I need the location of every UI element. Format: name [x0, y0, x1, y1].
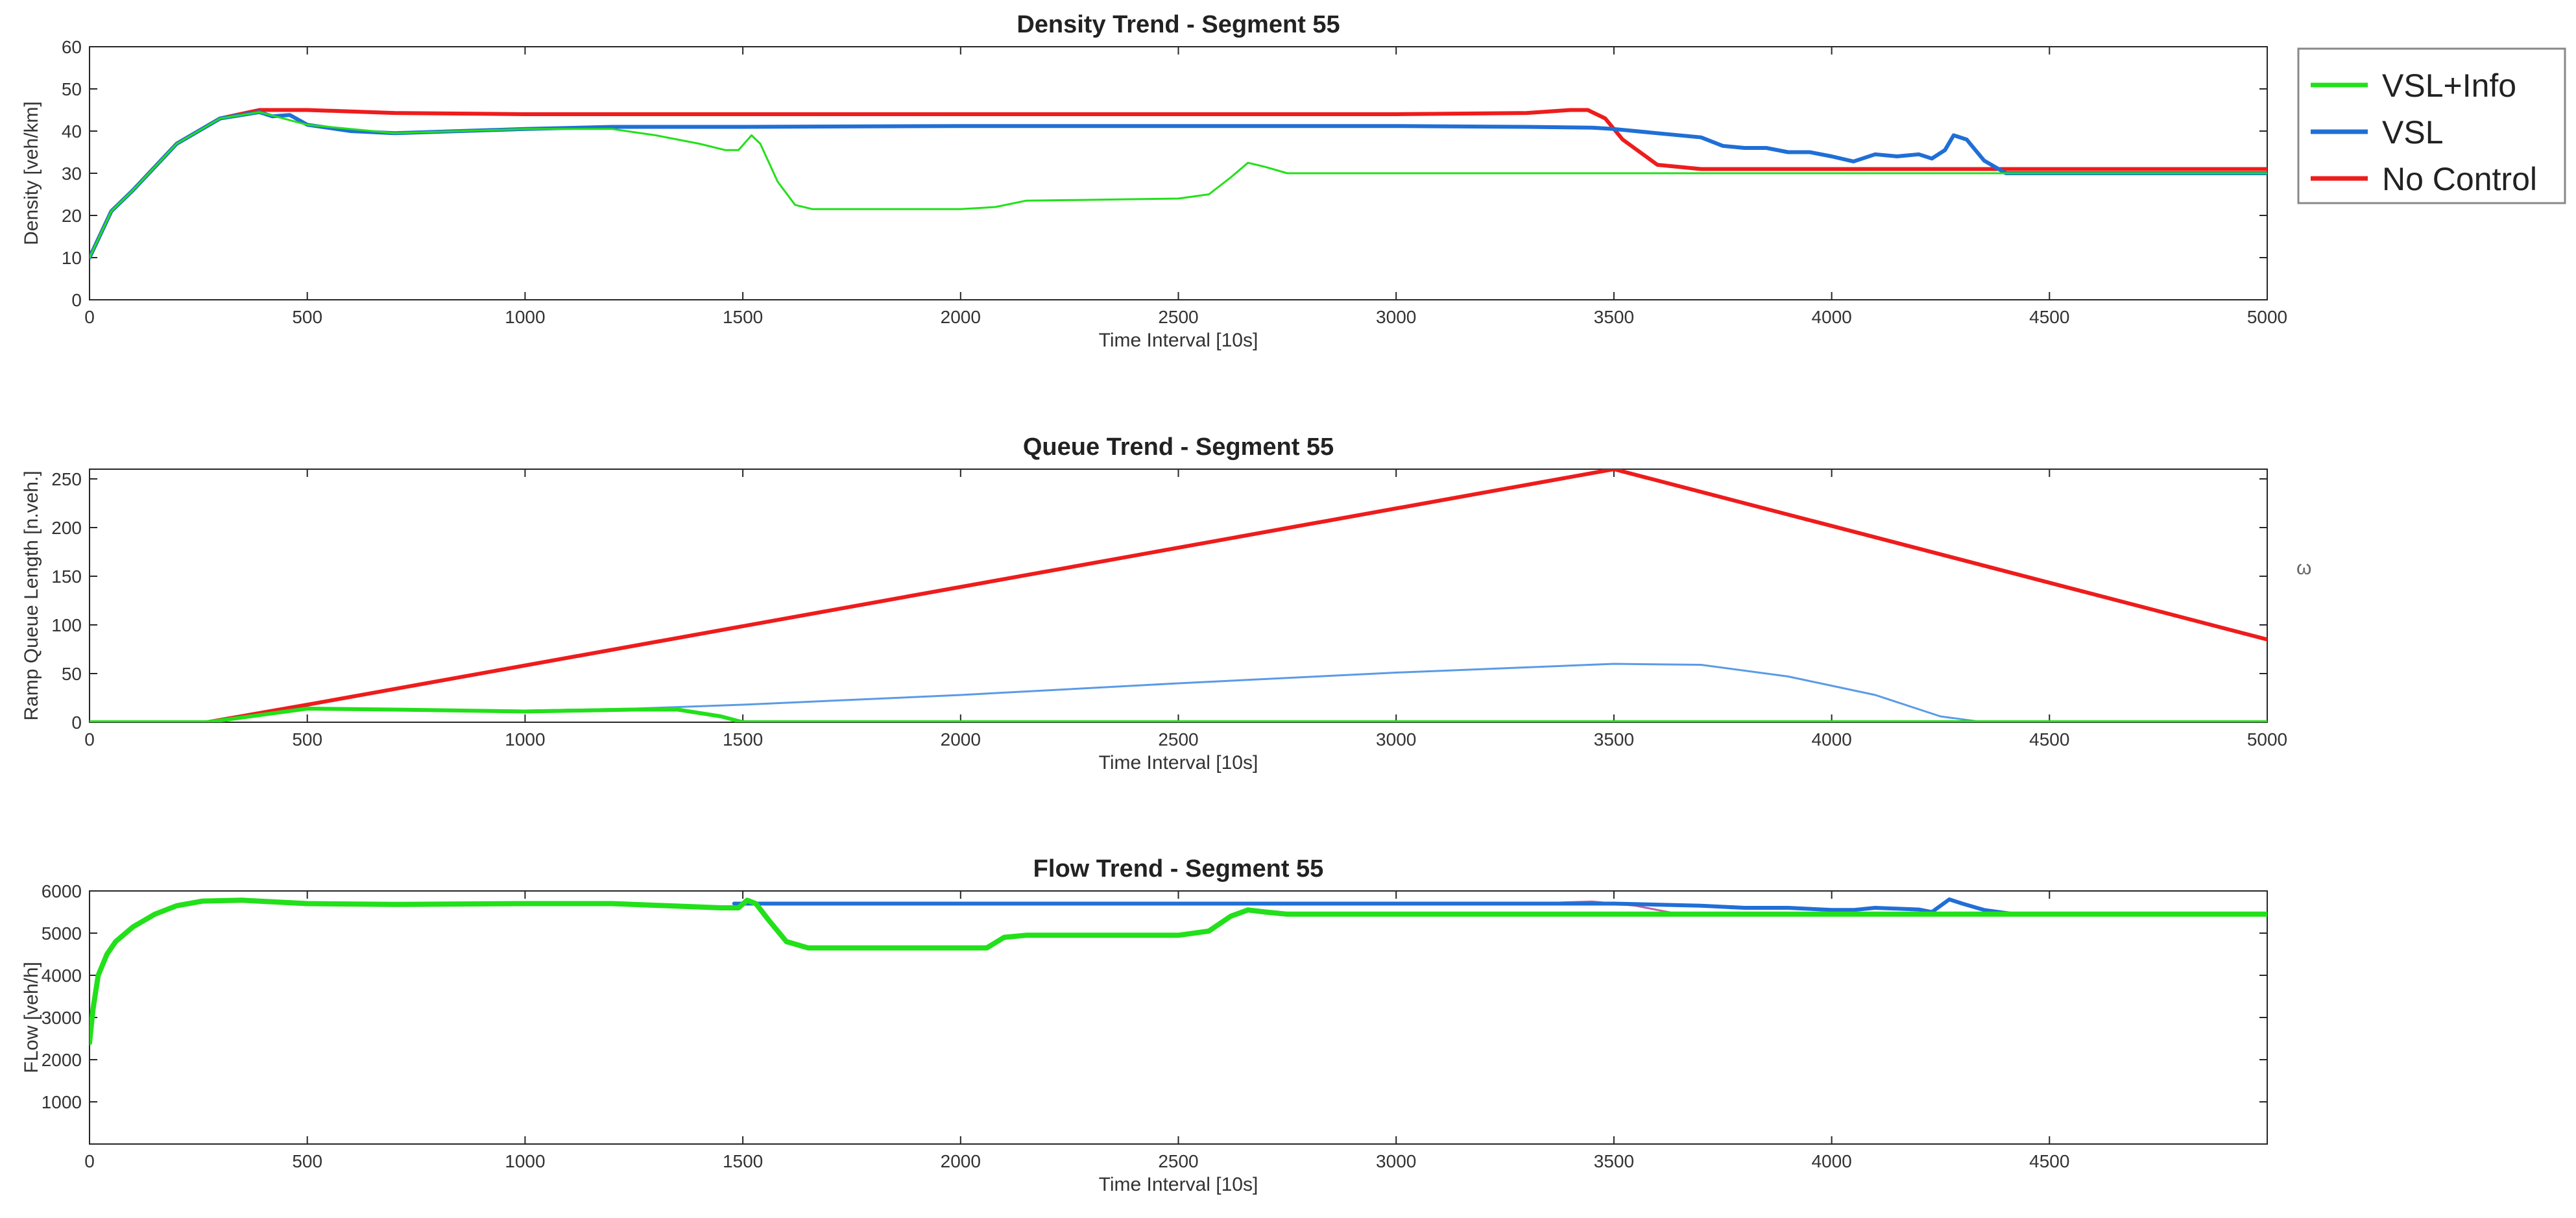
y-tick-label: 3000	[42, 1008, 82, 1028]
x-axis-label: Time Interval [10s]	[1099, 752, 1258, 773]
y-tick-label: 0	[71, 290, 82, 310]
queue-chart: Queue Trend - Segment 550 500 1000 1500 2000…	[21, 433, 2287, 773]
y-tick-label: 200	[51, 518, 82, 538]
x-tick-label: 1000	[505, 307, 545, 327]
chart-title: Queue Trend - Segment 55	[1023, 433, 1334, 461]
stray-mark: ω	[2296, 557, 2311, 579]
x-tick-label: 0	[84, 307, 95, 327]
x-tick-label: 4000	[1811, 1151, 1851, 1171]
x-tick-label: 3000	[1376, 729, 1416, 749]
series-line-vsl-info	[90, 707, 2267, 722]
y-tick-label: 1000	[42, 1092, 82, 1112]
x-tick-label: 500	[292, 307, 322, 327]
y-tick-label: 2000	[42, 1050, 82, 1070]
x-tick-label: 3000	[1376, 307, 1416, 327]
y-tick-label: 4000	[42, 966, 82, 986]
x-tick-label: 1000	[505, 1151, 545, 1171]
x-tick-label: 0	[84, 729, 95, 749]
y-tick-label: 50	[62, 664, 82, 684]
y-axis-label: Ramp Queue Length [n.veh.]	[21, 470, 42, 720]
x-tick-label: 1500	[723, 307, 763, 327]
legend-entry-no-control: No Control	[2311, 161, 2537, 197]
x-tick-label: 2500	[1158, 729, 1198, 749]
x-tick-label: 3500	[1594, 1151, 1634, 1171]
series-line-vsl-info	[90, 897, 2267, 1045]
chart-title: Density Trend - Segment 55	[1017, 11, 1340, 38]
y-axis-label: Density [veh/km]	[21, 101, 42, 245]
x-tick-label: 500	[292, 1151, 322, 1171]
y-tick-label: 100	[51, 615, 82, 635]
chart-title: Flow Trend - Segment 55	[1033, 855, 1324, 883]
series-line-no-control	[90, 469, 2267, 722]
y-tick-label: 60	[62, 37, 82, 57]
series-line-vsl	[732, 897, 2267, 916]
x-tick-label: 2000	[941, 1151, 981, 1171]
y-tick-label: 10	[62, 248, 82, 268]
y-tick-label: 0	[71, 713, 82, 733]
legend-label: No Control	[2382, 161, 2537, 197]
series-line-vsl-info	[90, 111, 2267, 259]
x-tick-label: 1500	[723, 1151, 763, 1171]
x-tick-label: 500	[292, 729, 322, 749]
y-tick-label: 20	[62, 206, 82, 226]
x-tick-label: 4000	[1811, 307, 1851, 327]
x-tick-label: 1500	[723, 729, 763, 749]
x-tick-label: 4500	[2029, 307, 2069, 327]
y-tick-label: 40	[62, 121, 82, 141]
x-tick-label: 2500	[1158, 307, 1198, 327]
x-tick-label: 5000	[2247, 729, 2287, 749]
y-tick-label: 150	[51, 566, 82, 587]
legend-entry-vsl: VSL	[2311, 114, 2444, 151]
x-tick-label: 4500	[2029, 1151, 2069, 1171]
y-tick-label: 250	[51, 469, 82, 489]
y-axis-label: FLow [veh/h]	[21, 962, 42, 1073]
legend-entry-vsl-info: VSL+Info	[2311, 67, 2516, 104]
legend: VSL+Info VSL No Control	[2297, 47, 2566, 204]
plot-area	[89, 890, 2268, 1145]
x-tick-label: 2500	[1158, 1151, 1198, 1171]
y-tick-label: 6000	[42, 881, 82, 901]
density-chart: Density Trend - Segment 550 500 1000 1500 20…	[21, 11, 2287, 351]
x-tick-label: 0	[84, 1151, 95, 1171]
legend-label: VSL	[2382, 114, 2444, 151]
y-tick-label: 50	[62, 79, 82, 99]
x-tick-label: 4500	[2029, 729, 2069, 749]
x-axis-label: Time Interval [10s]	[1099, 330, 1258, 351]
x-tick-label: 4000	[1811, 729, 1851, 749]
x-tick-label: 2000	[941, 307, 981, 327]
x-axis-label: Time Interval [10s]	[1099, 1174, 1258, 1195]
x-tick-label: 5000	[2247, 307, 2287, 327]
x-tick-label: 2000	[941, 729, 981, 749]
legend-label: VSL+Info	[2382, 67, 2516, 104]
y-tick-label: 30	[62, 164, 82, 184]
x-tick-label: 3500	[1594, 307, 1634, 327]
flow-chart: Flow Trend - Segment 55 0 500 1000 1500 2000 2…	[21, 855, 2268, 1195]
x-tick-label: 3500	[1594, 729, 1634, 749]
y-tick-label: 5000	[42, 923, 82, 944]
x-tick-label: 3000	[1376, 1151, 1416, 1171]
x-tick-label: 1000	[505, 729, 545, 749]
